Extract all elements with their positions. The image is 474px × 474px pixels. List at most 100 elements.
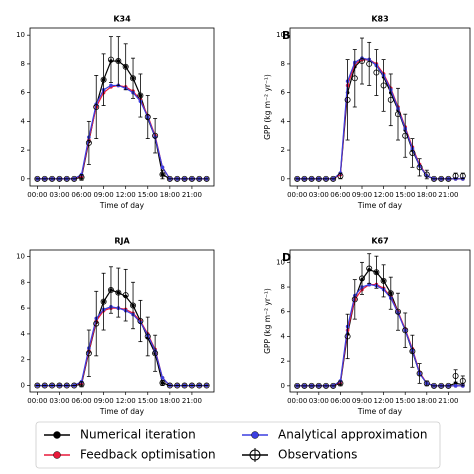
observation-marker xyxy=(394,111,401,118)
y-tick-label: 8 xyxy=(21,278,25,286)
observation-marker xyxy=(159,379,166,386)
observation-marker xyxy=(438,382,445,389)
x-tick-label: 00:00 xyxy=(287,397,307,405)
observation-marker xyxy=(144,333,151,340)
y-tick-label: 2 xyxy=(21,146,25,154)
observation-marker xyxy=(380,277,387,284)
series-line xyxy=(37,289,207,387)
observation-marker xyxy=(337,172,344,179)
y-tick-label: 6 xyxy=(281,89,286,97)
observation-marker xyxy=(315,382,322,389)
observation-marker xyxy=(402,132,409,139)
series-line xyxy=(37,84,207,180)
observation-marker xyxy=(294,175,301,182)
observation-marker xyxy=(409,348,416,355)
x-tick-label: 00:00 xyxy=(27,397,47,405)
y-tick-label: 0 xyxy=(21,175,25,183)
y-tick-label: 10 xyxy=(16,252,25,260)
observation-marker xyxy=(181,175,188,182)
observation-marker xyxy=(351,75,358,82)
y-tick-label: 6 xyxy=(21,304,26,312)
legend: Numerical iteration Feedback optimisation… xyxy=(35,421,441,469)
x-tick-label: 06:00 xyxy=(71,397,91,405)
x-tick-label: 09:00 xyxy=(94,397,114,405)
observation-marker xyxy=(107,287,114,294)
panel: RJA 0 2 4 6 8 10 00:00 03:00 06:00 09:00 12:00 15:00… xyxy=(16,237,215,416)
observation-marker xyxy=(294,382,301,389)
observation-marker xyxy=(115,58,122,65)
observation-marker xyxy=(330,382,337,389)
y-tick-label: 4 xyxy=(21,117,26,125)
legend-marker xyxy=(53,431,61,439)
observation-marker xyxy=(166,382,173,389)
observation-marker xyxy=(452,372,459,379)
x-axis-label: Time of day xyxy=(99,407,145,416)
observation-marker xyxy=(203,175,210,182)
observation-marker xyxy=(100,298,107,305)
observation-marker xyxy=(152,350,159,357)
series-line xyxy=(37,306,207,387)
panel-title: K83 xyxy=(371,15,388,24)
legend-label: Analytical approximation xyxy=(278,428,427,442)
panel-title: K67 xyxy=(371,237,388,246)
observation-marker xyxy=(452,172,459,179)
observation-marker xyxy=(196,382,203,389)
y-axis-label: GPP (kg m⁻² yr⁻¹) xyxy=(263,74,272,140)
observation-marker xyxy=(459,377,466,384)
observation-marker xyxy=(122,292,129,299)
observation-marker xyxy=(373,269,380,276)
observation-marker xyxy=(301,175,308,182)
x-tick-label: 03:00 xyxy=(309,191,329,199)
observation-marker xyxy=(49,175,56,182)
series-line xyxy=(297,283,463,387)
x-tick-label: 21:00 xyxy=(182,397,202,405)
legend-label: Observations xyxy=(278,448,357,462)
plot-frame xyxy=(289,249,471,393)
observation-marker xyxy=(174,175,181,182)
x-tick-label: 00:00 xyxy=(287,191,307,199)
line-marker xyxy=(160,165,165,170)
x-tick-label: 09:00 xyxy=(94,191,114,199)
x-tick-label: 21:00 xyxy=(438,191,458,199)
observation-marker xyxy=(445,382,452,389)
observation-marker xyxy=(49,382,56,389)
x-tick-label: 12:00 xyxy=(116,397,136,405)
observation-marker xyxy=(85,350,92,357)
observation-marker xyxy=(137,317,144,324)
plot-frame xyxy=(29,249,215,393)
observation-marker xyxy=(78,174,85,181)
observation-marker xyxy=(130,75,137,82)
observation-marker xyxy=(188,382,195,389)
y-tick-label: 10 xyxy=(16,31,25,39)
observation-marker xyxy=(438,175,445,182)
observation-marker xyxy=(56,175,63,182)
panel-letter: B xyxy=(282,29,290,42)
observation-marker xyxy=(93,320,100,327)
y-tick-label: 6 xyxy=(281,308,286,316)
observation-marker xyxy=(337,380,344,387)
observation-marker xyxy=(373,69,380,76)
y-tick-label: 0 xyxy=(281,382,285,390)
y-tick-label: 4 xyxy=(281,332,286,340)
observation-marker xyxy=(416,370,423,377)
y-tick-label: 4 xyxy=(281,117,286,125)
line-marker xyxy=(109,83,113,88)
observation-marker xyxy=(315,175,322,182)
observation-marker xyxy=(358,58,365,65)
observation-marker xyxy=(387,96,394,103)
x-tick-label: 15:00 xyxy=(395,397,415,405)
x-tick-label: 09:00 xyxy=(352,397,372,405)
observation-marker xyxy=(137,92,144,99)
observation-marker xyxy=(430,175,437,182)
observation-marker xyxy=(166,175,173,182)
observation-marker xyxy=(34,382,41,389)
observation-marker xyxy=(78,381,85,388)
observation-marker xyxy=(181,382,188,389)
observation-marker xyxy=(122,63,129,70)
series-line xyxy=(37,60,207,180)
x-tick-label: 12:00 xyxy=(116,191,136,199)
y-tick-label: 8 xyxy=(281,283,285,291)
observation-marker xyxy=(402,327,409,334)
legend-box xyxy=(35,421,441,469)
observation-marker xyxy=(196,175,203,182)
